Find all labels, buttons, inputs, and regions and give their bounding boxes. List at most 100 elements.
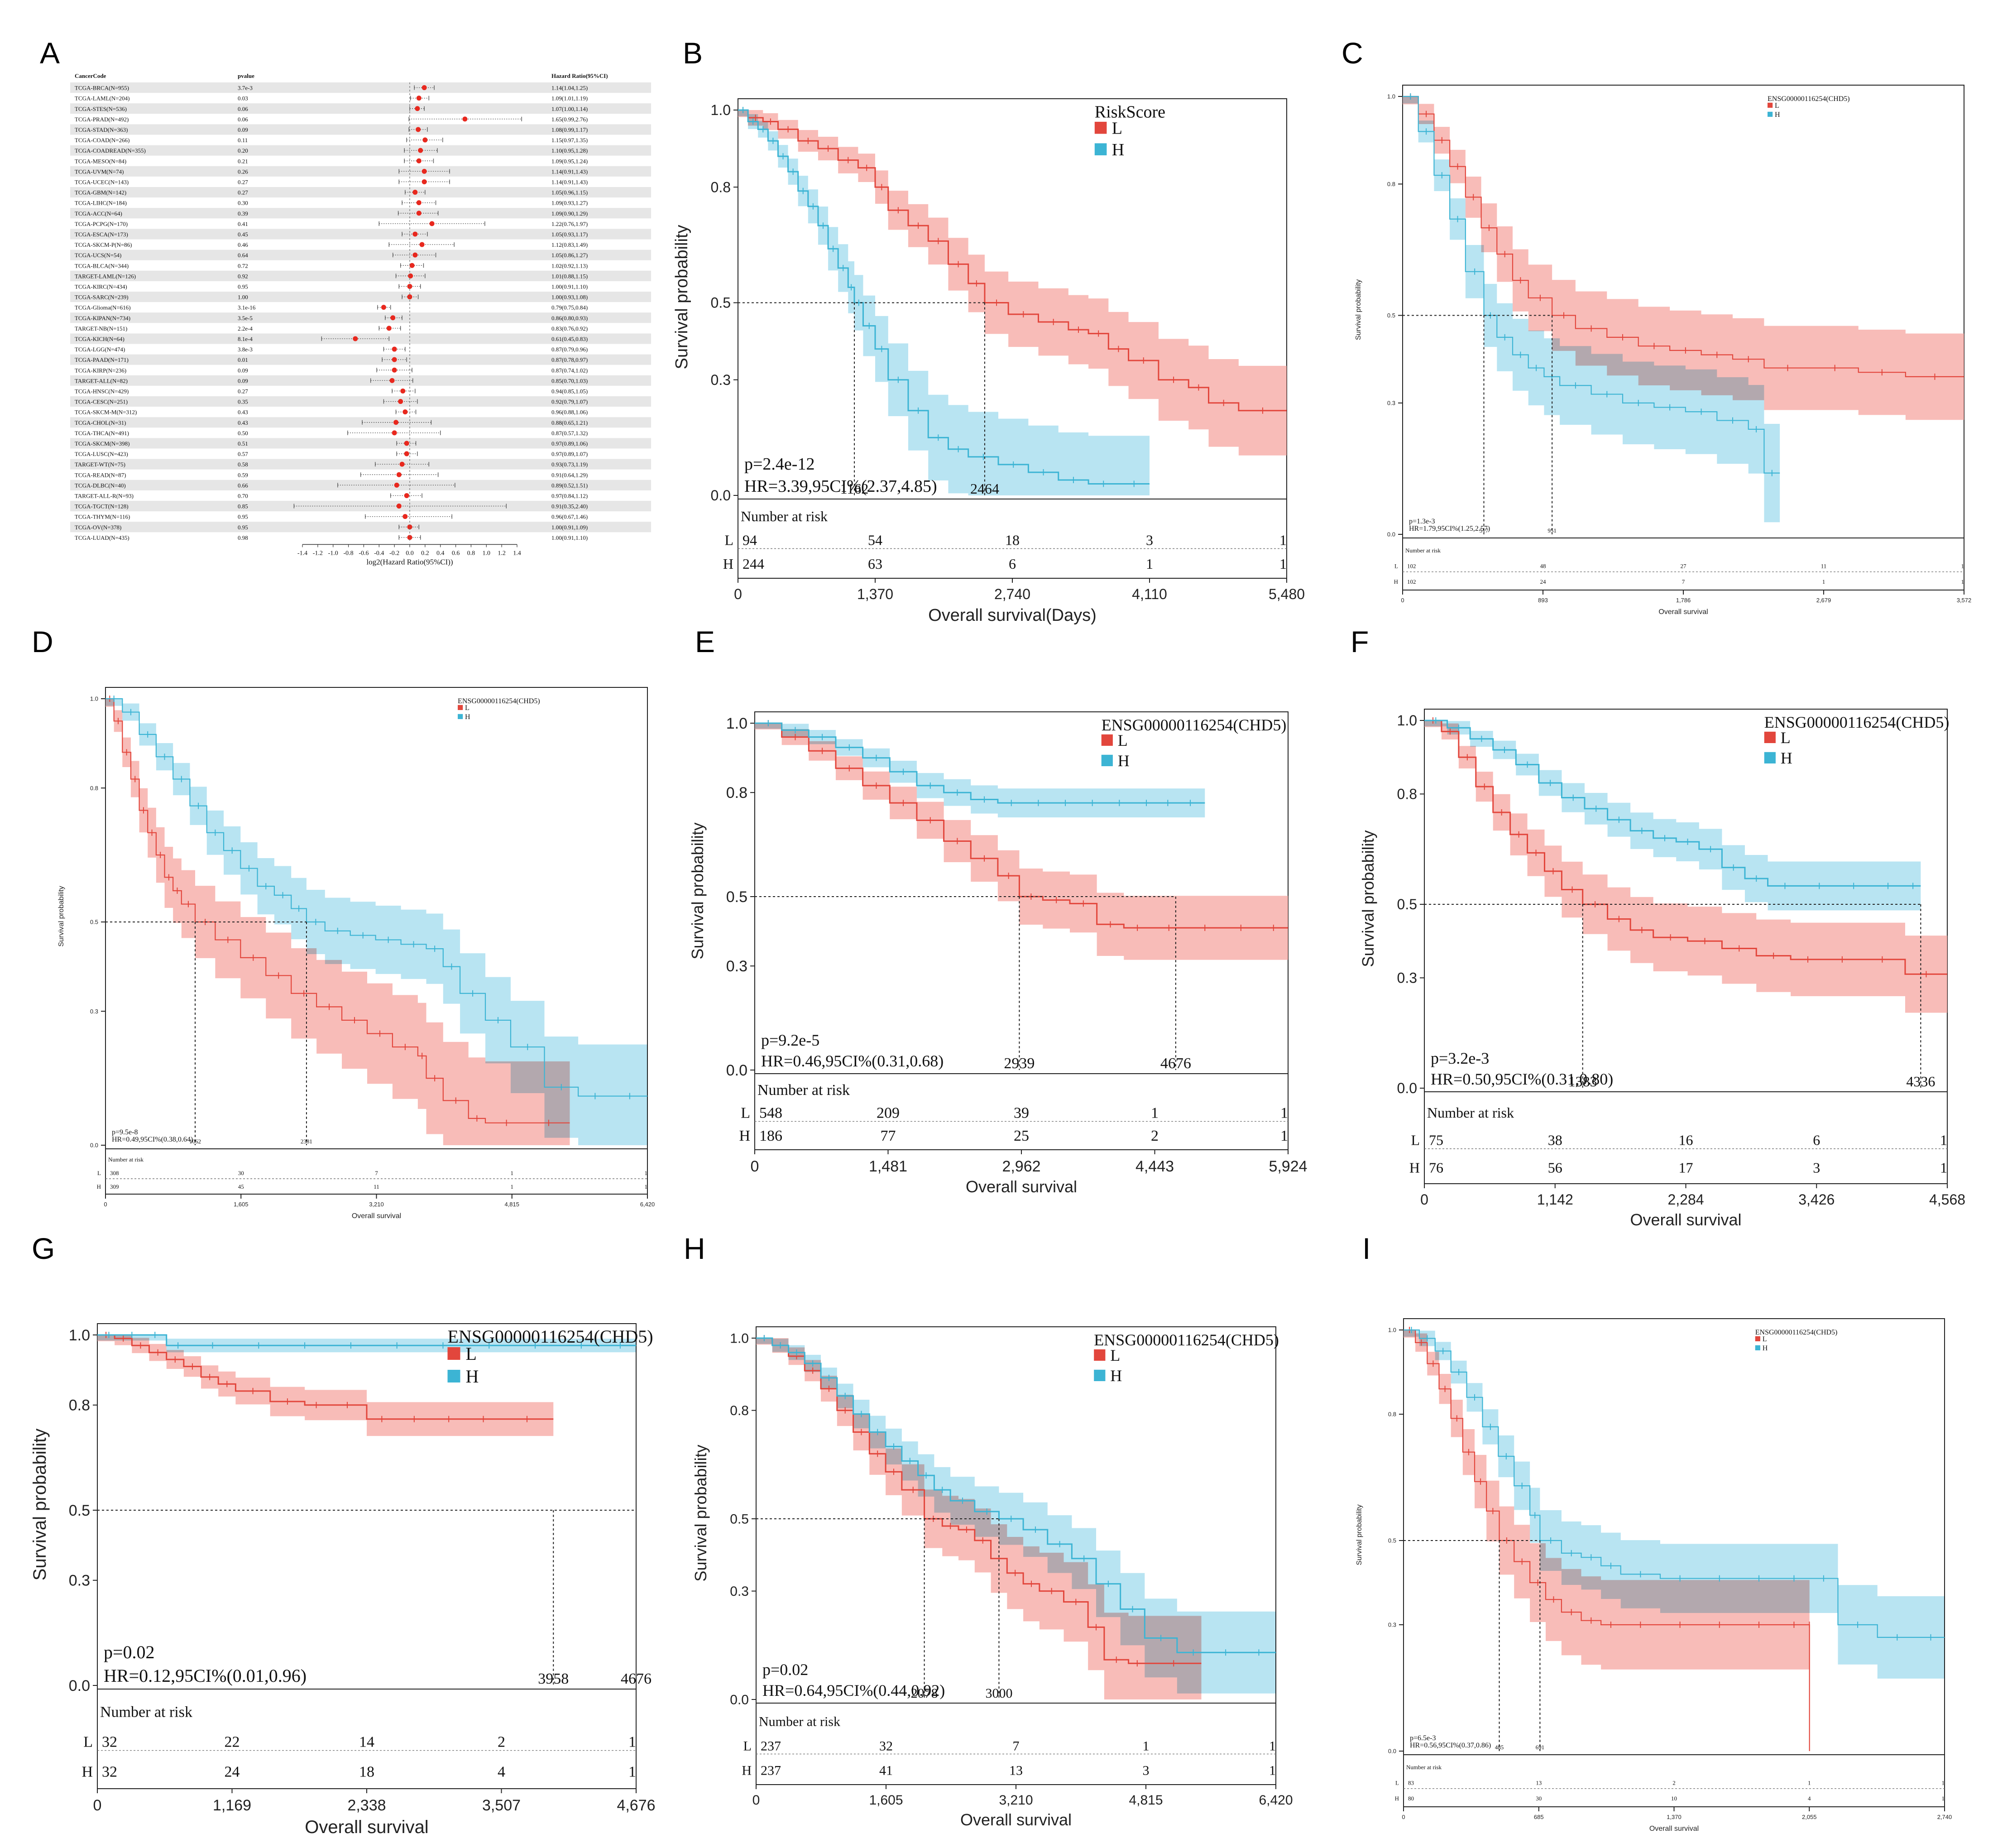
- panel-label-F: F: [1351, 625, 1369, 658]
- legend-swatch-L: [1755, 1336, 1760, 1341]
- forest-hazard-ratio: 1.02(0.92,1.13): [551, 262, 588, 269]
- p-value: p=3.2e-3: [1431, 1049, 1489, 1067]
- forest-point: [396, 504, 402, 509]
- H-survival-curve: [1403, 96, 1780, 474]
- legend-swatch-L: [1768, 102, 1773, 108]
- y-axis-label: Survival probability: [691, 1445, 710, 1581]
- risk-count: 63: [868, 556, 882, 572]
- forest-cancer-code: TCGA-KIRC(N=434): [75, 283, 127, 290]
- median-label: 1162: [840, 480, 869, 497]
- forest-pvalue: 0.51: [238, 440, 248, 447]
- forest-hazard-ratio: 0.93(0.73,1.19): [551, 461, 588, 468]
- risk-count: 102: [1407, 563, 1416, 570]
- y-tick-label: 0.8: [730, 1403, 749, 1418]
- risk-table-title: Number at risk: [741, 508, 828, 524]
- risk-count: 1: [1961, 578, 1964, 585]
- forest-cancer-code: TCGA-LGG(N=474): [75, 346, 125, 353]
- risk-count: 18: [1005, 532, 1020, 548]
- legend-label-H: H: [1775, 111, 1780, 119]
- risk-table-title: Number at risk: [100, 1704, 192, 1721]
- x-tick-label: 685: [1534, 1814, 1544, 1820]
- risk-row-label-L: L: [724, 532, 733, 548]
- L-confidence-band: [755, 723, 1288, 960]
- median-label: 1062: [189, 1138, 201, 1145]
- forest-pvalue: 0.09: [238, 377, 248, 384]
- hazard-ratio: HR=0.46,95CI%(0.31,0.68): [761, 1052, 944, 1070]
- forest-hazard-ratio: 1.00(0.91,1.10): [551, 534, 588, 541]
- legend-swatch-H: [1768, 111, 1773, 117]
- forest-hazard-ratio: 0.83(0.76,0.92): [551, 325, 588, 332]
- forest-x-tick-label: -0.6: [359, 550, 369, 557]
- forest-point: [422, 168, 427, 174]
- p-value: p=6.5e-3: [1410, 1734, 1436, 1742]
- forest-cancer-code: TCGA-PAAD(N=171): [75, 356, 129, 363]
- L-survival-curve: [97, 1334, 554, 1420]
- legend-swatch-L: [458, 705, 463, 710]
- forest-pvalue: 0.27: [238, 388, 248, 394]
- legend-swatch-H: [1094, 143, 1107, 155]
- risk-count: 1: [628, 1764, 636, 1781]
- L-confidence-band: [738, 110, 1287, 456]
- forest-hazard-ratio: 0.96(0.88,1.06): [551, 409, 588, 416]
- forest-point: [407, 524, 412, 530]
- risk-count: 17: [1679, 1160, 1693, 1176]
- risk-count: 2: [498, 1734, 505, 1751]
- y-tick-label: 0.8: [1388, 1411, 1396, 1418]
- risk-count: 32: [102, 1764, 117, 1781]
- risk-count: 80: [1408, 1795, 1414, 1802]
- median-label: 2381: [301, 1138, 312, 1145]
- y-tick-label: 0.5: [1387, 312, 1395, 319]
- forest-point: [404, 441, 409, 446]
- forest-row-band: [70, 292, 651, 302]
- risk-count: 2: [1672, 1780, 1676, 1786]
- x-tick-label: 0: [751, 1158, 759, 1175]
- forest-pvalue: 0.70: [238, 492, 248, 499]
- risk-count: 1: [1942, 1780, 1945, 1786]
- forest-hazard-ratio: 0.91(0.64,1.29): [551, 471, 588, 478]
- legend-swatch-H: [1101, 754, 1113, 766]
- y-tick-label: 0.3: [1387, 399, 1395, 406]
- forest-point: [396, 472, 402, 477]
- L-confidence-band: [97, 1335, 554, 1436]
- panel-C: C 517 951 0.0 0.3 0.5 0.8 1.0 Survival probabili…: [1341, 36, 1971, 616]
- forest-hazard-ratio: 1.00(0.93,1.08): [551, 294, 588, 301]
- forest-hazard-ratio: 0.97(0.89,1.06): [551, 440, 588, 447]
- y-axis-label: Survival probability: [1359, 830, 1377, 967]
- risk-row-label-L: L: [741, 1104, 750, 1121]
- risk-count: 41: [879, 1763, 893, 1778]
- forest-hazard-ratio: 0.92(0.79,1.07): [551, 398, 588, 405]
- forest-column-header: pvalue: [238, 72, 254, 79]
- x-tick-label: 2,740: [1937, 1814, 1952, 1820]
- risk-count: 75: [1429, 1132, 1443, 1148]
- forest-x-tick-label: -1.0: [328, 550, 338, 557]
- forest-hazard-ratio: 0.94(0.85,1.05): [551, 388, 588, 394]
- forest-cancer-code: TCGA-PCPG(N=170): [75, 221, 128, 227]
- L-survival-curve: [1404, 1329, 1810, 1751]
- forest-hazard-ratio: 0.85(0.70,1.03): [551, 377, 588, 384]
- forest-cancer-code: TCGA-SKCM(N=398): [75, 440, 129, 447]
- y-tick-label: 1.0: [1388, 1327, 1396, 1334]
- legend-label-H: H: [1112, 140, 1124, 159]
- y-tick-label: 0.5: [1397, 896, 1417, 912]
- y-tick-label: 0.3: [711, 372, 731, 388]
- forest-hazard-ratio: 1.05(0.93,1.17): [551, 231, 588, 238]
- risk-count: 1: [1146, 556, 1153, 572]
- x-tick-label: 1,142: [1537, 1191, 1573, 1208]
- y-tick-label: 0.0: [1397, 1080, 1417, 1096]
- forest-hazard-ratio: 0.79(0.75,0.84): [551, 304, 588, 311]
- x-axis-label: Overall survival(Days): [928, 606, 1097, 625]
- risk-count: 1: [511, 1170, 514, 1176]
- x-tick-label: 4,110: [1132, 586, 1167, 602]
- x-tick-label: 1,605: [234, 1201, 249, 1208]
- panel-D: D 1062 2381 0.0 0.3 0.5 0.8 1.0 Survival probabi…: [32, 625, 655, 1220]
- risk-count: 32: [879, 1738, 893, 1753]
- panel-label-G: G: [32, 1232, 55, 1265]
- forest-row-band: [70, 145, 651, 156]
- risk-count: 77: [881, 1128, 896, 1144]
- x-tick-label: 0: [104, 1201, 107, 1208]
- risk-table-title: Number at risk: [757, 1082, 850, 1099]
- x-tick-label: 5,924: [1269, 1158, 1307, 1175]
- forest-pvalue: 0.03: [238, 95, 248, 102]
- forest-pvalue: 0.41: [238, 221, 248, 227]
- forest-point: [402, 514, 408, 519]
